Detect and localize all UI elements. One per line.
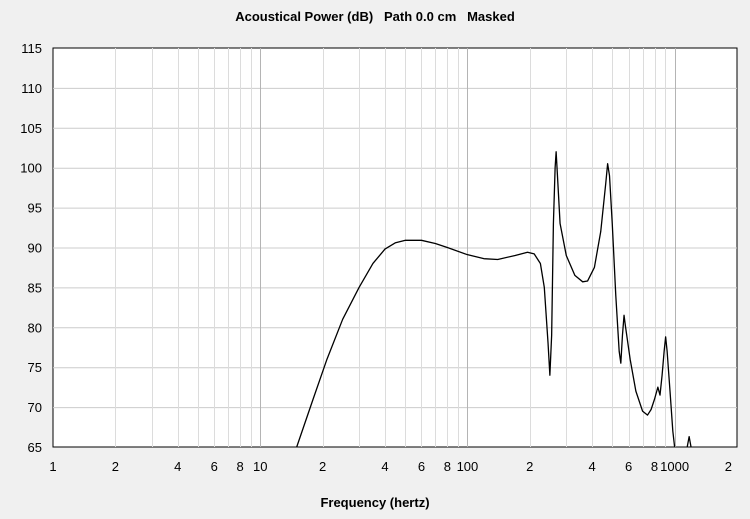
x-tick-label: 4 bbox=[174, 459, 181, 474]
y-tick-label: 80 bbox=[28, 320, 42, 335]
y-tick-label: 115 bbox=[21, 41, 42, 56]
y-tick-label: 110 bbox=[21, 81, 42, 96]
curve-segment bbox=[686, 435, 692, 448]
curve-segment bbox=[296, 151, 676, 448]
grid-lines bbox=[53, 48, 737, 447]
chart-title: Acoustical Power (dB) Path 0.0 cm Masked bbox=[235, 9, 515, 24]
x-tick-label: 2 bbox=[319, 459, 326, 474]
x-tick-label: 6 bbox=[211, 459, 218, 474]
y-axis-ticks: 65 70 75 80 85 90 95 100 105 110 115 bbox=[20, 41, 42, 455]
x-tick-label: 6 bbox=[418, 459, 425, 474]
x-tick-label: 6 bbox=[625, 459, 632, 474]
x-tick-label: 100 bbox=[457, 459, 479, 474]
response-curve bbox=[296, 151, 692, 448]
x-tick-label: 1000 bbox=[660, 459, 689, 474]
x-tick-label: 8 bbox=[444, 459, 451, 474]
x-tick-label: 8 bbox=[651, 459, 658, 474]
y-tick-label: 65 bbox=[28, 440, 42, 455]
y-tick-label: 70 bbox=[28, 400, 42, 415]
x-tick-label: 2 bbox=[112, 459, 119, 474]
x-tick-label: 1 bbox=[49, 459, 56, 474]
y-tick-label: 75 bbox=[28, 360, 42, 375]
x-tick-label: 2 bbox=[725, 459, 732, 474]
y-tick-label: 100 bbox=[20, 161, 42, 176]
x-tick-label: 4 bbox=[381, 459, 388, 474]
y-tick-label: 95 bbox=[28, 201, 42, 216]
y-tick-label: 90 bbox=[28, 241, 42, 256]
x-axis-ticks: 1 2 4 6 8 10 2 4 6 8 100 2 4 6 8 1000 2 bbox=[49, 459, 732, 474]
x-axis-label: Frequency (hertz) bbox=[320, 495, 430, 510]
x-tick-label: 4 bbox=[589, 459, 596, 474]
x-tick-label: 8 bbox=[237, 459, 244, 474]
y-tick-label: 85 bbox=[28, 280, 42, 295]
x-tick-label: 2 bbox=[526, 459, 533, 474]
x-tick-label: 10 bbox=[253, 459, 267, 474]
y-tick-label: 105 bbox=[20, 121, 42, 136]
